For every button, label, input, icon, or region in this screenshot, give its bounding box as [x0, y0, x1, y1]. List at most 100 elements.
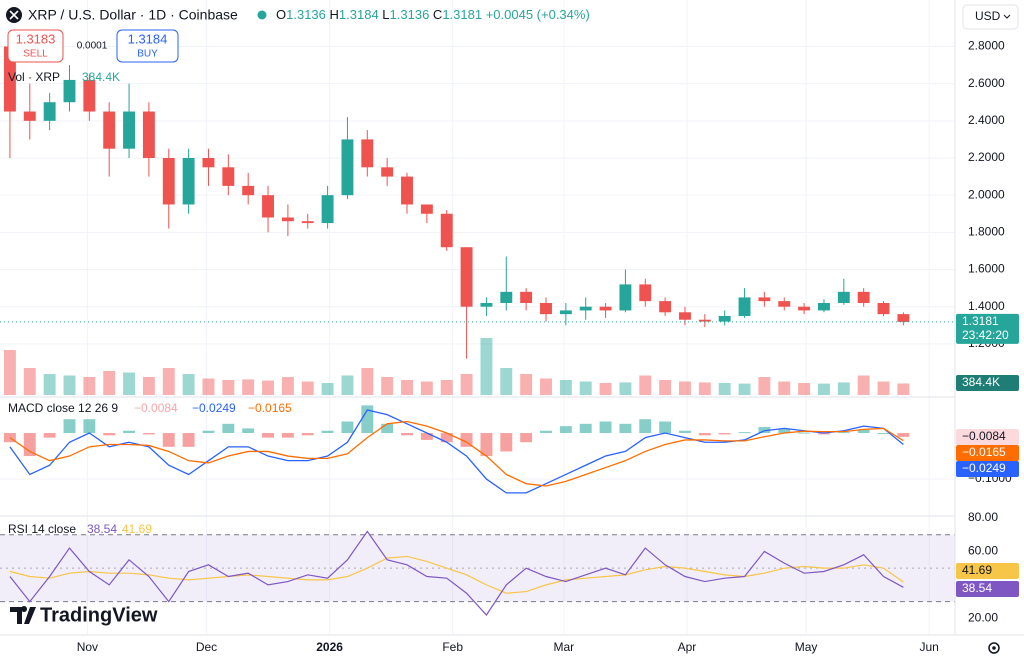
- histogram-bar: [123, 430, 136, 434]
- volume-bar: [182, 374, 195, 395]
- y-tick-label: 1.8000: [968, 225, 1005, 239]
- volume-bar: [758, 377, 771, 395]
- volume-bar: [361, 368, 374, 395]
- candle-body: [123, 111, 136, 149]
- histogram-bar: [480, 433, 493, 457]
- volume-bar: [460, 374, 473, 395]
- histogram-bar: [619, 423, 632, 434]
- volume-bar: [202, 378, 215, 395]
- volume-bar: [341, 375, 354, 395]
- volume-bar: [520, 374, 533, 395]
- volume-bar: [381, 377, 394, 395]
- x-tick-label: 2026: [316, 640, 343, 654]
- histogram-bar: [43, 433, 56, 438]
- rsi-legend-title: RSI 14 close: [8, 522, 76, 536]
- candle-body: [500, 291, 513, 303]
- last-price: 1.3181: [962, 314, 999, 328]
- volume-bar: [659, 380, 672, 395]
- sell-button[interactable]: [7, 29, 64, 63]
- volume-bar: [142, 377, 155, 395]
- candle-body: [162, 158, 175, 205]
- candle-body: [798, 306, 811, 311]
- candle-body: [480, 302, 493, 307]
- histogram-bar: [599, 421, 612, 434]
- candle-body: [659, 301, 672, 313]
- volume-bar: [679, 381, 691, 395]
- histogram-bar: [23, 433, 36, 457]
- candle-body: [142, 111, 155, 158]
- volume-bar: [500, 368, 513, 395]
- candle-body: [818, 302, 830, 311]
- volume-bar: [718, 383, 731, 395]
- volume-bar: [579, 381, 592, 395]
- y-tick-label: 1.6000: [968, 262, 1005, 276]
- macd-legend-title: MACD close 12 26 9: [8, 401, 118, 415]
- histogram-bar: [559, 426, 572, 434]
- candle-body: [3, 46, 16, 112]
- volume-bar: [818, 383, 830, 395]
- histogram-bar: [202, 430, 215, 434]
- volume-bar: [3, 350, 16, 395]
- ohlc-label: C: [433, 7, 442, 22]
- volume-bar: [897, 383, 910, 395]
- countdown: 23:42:20: [962, 328, 1009, 342]
- ohlc: O1.3136 H1.3184 L1.3136 C1.3181 +0.0045 …: [276, 7, 590, 22]
- volume-bar: [23, 368, 36, 395]
- buy-button[interactable]: [116, 29, 179, 63]
- overlay: NovDec2026FebMarAprMayJun1.20001.40001.6…: [0, 39, 1019, 654]
- x-tick-label: Nov: [77, 640, 98, 654]
- histogram-bar: [877, 433, 890, 435]
- volume-legend-title: Vol · XRP: [8, 70, 60, 84]
- macd-tag: −0.0249: [962, 461, 1006, 475]
- histogram-bar: [897, 433, 910, 437]
- histogram-bar: [242, 428, 255, 434]
- y-tick-label: 2.8000: [968, 39, 1005, 53]
- rsi-line: [9, 555, 904, 594]
- candle-body: [341, 139, 354, 196]
- candle-body: [83, 79, 96, 112]
- candle-body: [23, 111, 36, 121]
- volume-bar: [778, 381, 791, 395]
- plot: [3, 37, 910, 616]
- y-tick-label: 2.4000: [968, 113, 1005, 127]
- candle-body: [540, 302, 552, 315]
- candle-body: [460, 247, 473, 307]
- candle-body: [559, 310, 572, 315]
- candle-body: [182, 158, 195, 205]
- currency-button[interactable]: [962, 4, 1019, 30]
- x-tick-label: May: [795, 640, 818, 654]
- x-tick-label: Apr: [678, 640, 697, 654]
- macd-tag-bg: [956, 445, 1019, 461]
- histogram-bar: [281, 433, 294, 438]
- ohlc-value: 1.3136: [286, 7, 326, 22]
- y-tick-label: 1.4000: [968, 299, 1005, 313]
- x-tick-label: Feb: [442, 640, 463, 654]
- ohlc-value: 1.3184: [339, 7, 379, 22]
- histogram-bar: [262, 433, 274, 438]
- rsi-line: [9, 530, 904, 616]
- volume-bar: [63, 375, 76, 395]
- logo[interactable]: TradingView: [40, 604, 158, 626]
- volume-bar: [440, 380, 453, 395]
- candle-body: [401, 176, 413, 205]
- candle-body: [321, 195, 334, 224]
- histogram-bar: [341, 421, 354, 434]
- candle-body: [738, 297, 751, 316]
- histogram-bar: [63, 419, 76, 434]
- histogram-bar: [83, 419, 96, 434]
- buy-label: BUY: [137, 49, 158, 60]
- histogram-bar: [440, 433, 453, 443]
- candle-body: [222, 167, 235, 186]
- candle-body: [63, 79, 76, 103]
- macd-legend-value: −0.0249: [192, 401, 236, 415]
- candle-body: [897, 314, 910, 322]
- histogram-bar: [758, 427, 771, 434]
- volume-bar: [619, 382, 632, 395]
- volume-bar: [262, 380, 274, 395]
- symbol-title[interactable]: XRP / U.S. Dollar · 1D · Coinbase: [28, 7, 238, 23]
- histogram-bar: [837, 432, 850, 434]
- settings-icon[interactable]: [988, 642, 1000, 654]
- ohlc-value: 1.3136: [390, 7, 430, 22]
